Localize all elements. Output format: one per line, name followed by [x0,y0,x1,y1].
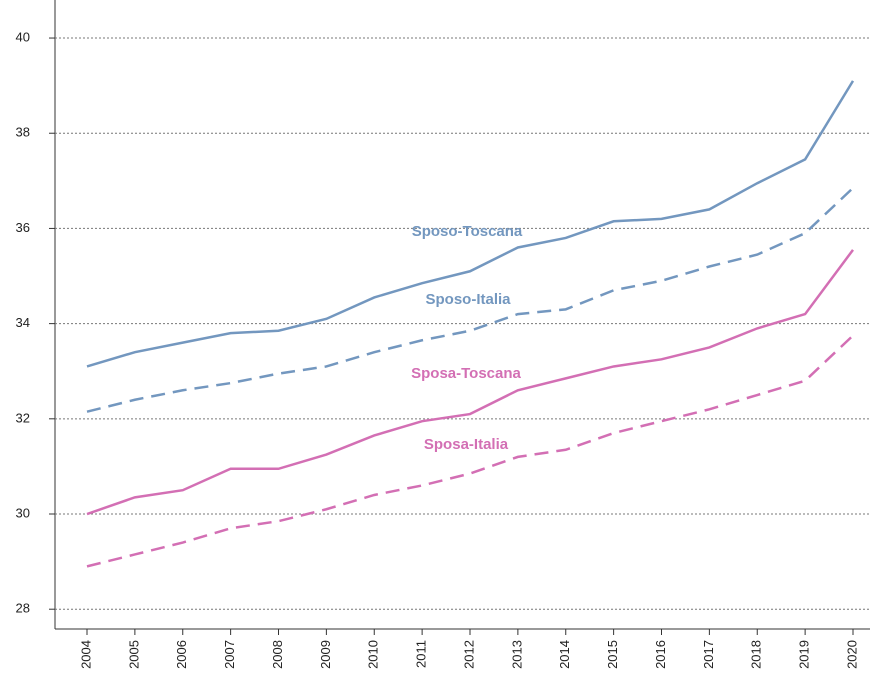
x-tick-label: 2018 [749,640,764,669]
y-tick-label: 34 [16,315,30,330]
y-tick-label: 30 [16,505,30,520]
x-tick-label: 2016 [653,640,668,669]
x-tick-label: 2014 [557,640,572,669]
x-tick-label: 2013 [509,640,524,669]
x-tick-label: 2015 [605,640,620,669]
x-tick-label: 2004 [78,640,93,669]
y-tick-label: 32 [16,410,30,425]
x-tick-label: 2020 [844,640,859,669]
x-tick-label: 2007 [222,640,237,669]
series-label: Sposo-Italia [425,291,511,308]
series-label: Sposa-Italia [424,436,509,453]
x-tick-label: 2006 [174,640,189,669]
x-tick-label: 2010 [366,640,381,669]
line [86,80,855,368]
y-tick-label: 40 [16,29,30,44]
y-tick-label: 36 [16,220,30,235]
x-tick-label: 2009 [318,640,333,669]
series-label: Sposo-Toscana [412,223,523,240]
y-tick-label: 38 [16,125,30,140]
x-tick-label: 2011 [414,640,429,668]
series-label: Sposa-Toscana [411,365,521,382]
x-tick-label: 2019 [797,640,812,669]
x-tick-label: 2005 [126,640,141,669]
y-tick-label: 28 [16,601,30,616]
x-tick-label: 2017 [701,640,716,669]
x-tick-label: 2012 [461,640,476,669]
line [86,249,855,516]
x-tick-label: 2008 [270,640,285,669]
